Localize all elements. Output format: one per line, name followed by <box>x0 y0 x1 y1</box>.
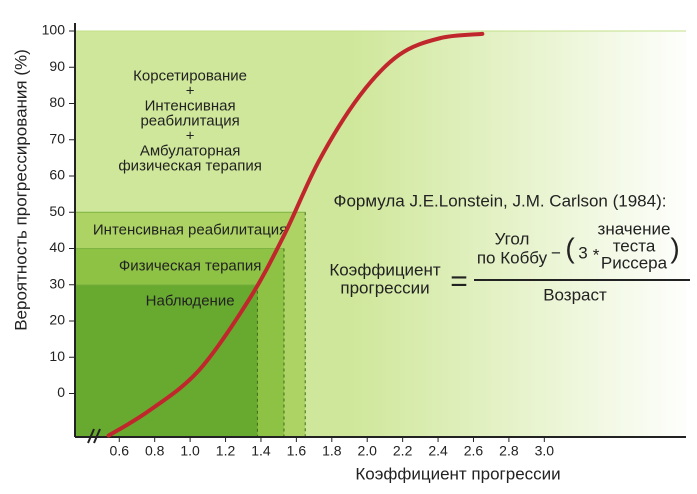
zone-label: + <box>186 128 195 145</box>
formula-minus: − <box>551 243 561 262</box>
formula-angle: по Коббу <box>477 248 548 267</box>
formula-risser: Риссера <box>601 253 668 272</box>
formula-left: Коэффициент <box>329 260 441 279</box>
formula: Формула J.E.Lonstein, J.M. Carlson (1984… <box>329 191 690 304</box>
formula-risser: значение <box>598 219 671 238</box>
y-tick-label: 20 <box>49 312 65 328</box>
formula-paren: ) <box>670 232 679 263</box>
x-tick-label: 2.8 <box>499 443 519 459</box>
formula-angle: Угол <box>495 229 530 248</box>
zone-label: Физическая терапия <box>119 258 262 275</box>
axis-break <box>87 428 95 444</box>
formula-left: прогрессии <box>340 278 429 297</box>
x-tick-label: 1.2 <box>216 443 236 459</box>
y-tick-label: 60 <box>49 167 65 183</box>
y-tick-label: 70 <box>49 130 65 146</box>
formula-denominator: Возраст <box>543 285 607 304</box>
zone <box>75 284 258 437</box>
x-tick-label: 1.4 <box>251 443 271 459</box>
y-tick-label: 100 <box>42 22 66 38</box>
zone-label: Амбулаторная <box>140 143 240 160</box>
y-tick-label: 30 <box>49 275 65 291</box>
x-tick-label: 1.6 <box>287 443 307 459</box>
y-tick-label: 50 <box>49 203 65 219</box>
y-tick-label: 90 <box>49 58 65 74</box>
x-tick-label: 0.8 <box>145 443 165 459</box>
zone-label: реабилитация <box>140 113 239 130</box>
zone-label: физическая терапия <box>118 158 262 175</box>
x-tick-label: 2.2 <box>393 443 413 459</box>
formula-risser: теста <box>613 236 656 255</box>
zone-fade <box>349 31 697 437</box>
y-axis-label: Вероятность прогрессирования (%) <box>11 49 30 331</box>
zone-label: + <box>186 83 195 100</box>
zone-label: Интенсивная реабилитация <box>93 221 287 238</box>
x-tick-label: 3.0 <box>535 443 555 459</box>
x-tick-label: 1.8 <box>322 443 342 459</box>
formula-paren: ( <box>565 232 575 263</box>
x-axis-label: Коэффициент прогрессии <box>355 464 560 483</box>
zone-label: Наблюдение <box>146 293 235 310</box>
curve <box>106 31 485 438</box>
y-tick-label: 80 <box>49 94 65 110</box>
formula-times: * <box>593 245 600 264</box>
formula-three: 3 <box>578 243 587 262</box>
x-tick-label: 2.4 <box>428 443 448 459</box>
y-tick-label: 40 <box>49 239 65 255</box>
zone-label: Корсетирование <box>133 68 247 85</box>
x-tick-label: 2.6 <box>464 443 484 459</box>
formula-title: Формула J.E.Lonstein, J.M. Carlson (1984… <box>334 191 667 210</box>
x-tick-label: 0.6 <box>110 443 130 459</box>
x-tick-label: 1.0 <box>180 443 200 459</box>
y-tick-label: 0 <box>57 384 65 400</box>
formula-equals: = <box>450 265 468 298</box>
y-tick-label: 10 <box>49 348 65 364</box>
x-tick-label: 2.0 <box>357 443 377 459</box>
axis-break <box>93 428 101 444</box>
zone-label: Интенсивная <box>145 98 236 115</box>
